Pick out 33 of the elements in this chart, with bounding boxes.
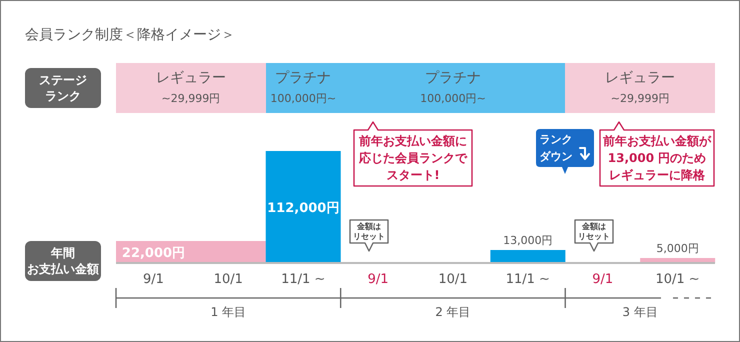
text: レギュラー <box>154 69 227 87</box>
x-tick-label: 9/1 <box>368 272 389 287</box>
text: 2 年目 <box>434 304 472 321</box>
y-axis-title: 年間お支払い金額 <box>26 245 100 277</box>
x-tick-label: 10/1 <box>214 272 243 287</box>
x-tick-label: 11/1 ~ <box>506 272 550 287</box>
text: 100,000円~ <box>269 91 338 106</box>
x-tick-label: 9/1 <box>592 272 614 287</box>
text: ~29,999円 <box>610 91 670 106</box>
data-label: 22,000円 <box>122 246 186 261</box>
bar <box>266 151 341 263</box>
annotation: 金額はリセット <box>577 222 611 242</box>
data-label: 5,000円 <box>656 242 699 255</box>
text: ステージランク <box>38 72 88 104</box>
text: プラチナ <box>424 69 482 87</box>
annotation: 前年お支払い金額が13,000 円のためレギュラーに降格 <box>602 132 712 184</box>
x-tick-label: 11/1 ~ <box>281 272 326 287</box>
text: 100,000円~ <box>419 91 487 106</box>
annotation: 金額はリセット <box>352 222 386 242</box>
chart-title: 会員ランク制度＜降格イメージ＞ <box>25 26 235 44</box>
text: レギュラー <box>604 69 676 87</box>
text: ~29,999円 <box>160 91 222 106</box>
x-tick-label: 10/1 <box>438 272 468 287</box>
data-label: 112,000円 <box>267 201 340 216</box>
data-label: 13,000円 <box>503 234 553 247</box>
x-tick-label: 9/1 <box>142 272 164 287</box>
text: プラチナ <box>274 69 332 87</box>
bar <box>490 250 566 263</box>
text: 1 年目 <box>210 304 248 321</box>
x-tick-label: 10/1 ~ <box>655 272 700 287</box>
annotation: ランクダウン <box>539 132 574 165</box>
annotation: 前年お支払い金額に応じた会員ランクでスタート! <box>358 132 468 184</box>
text: 3 年目 <box>621 304 659 321</box>
